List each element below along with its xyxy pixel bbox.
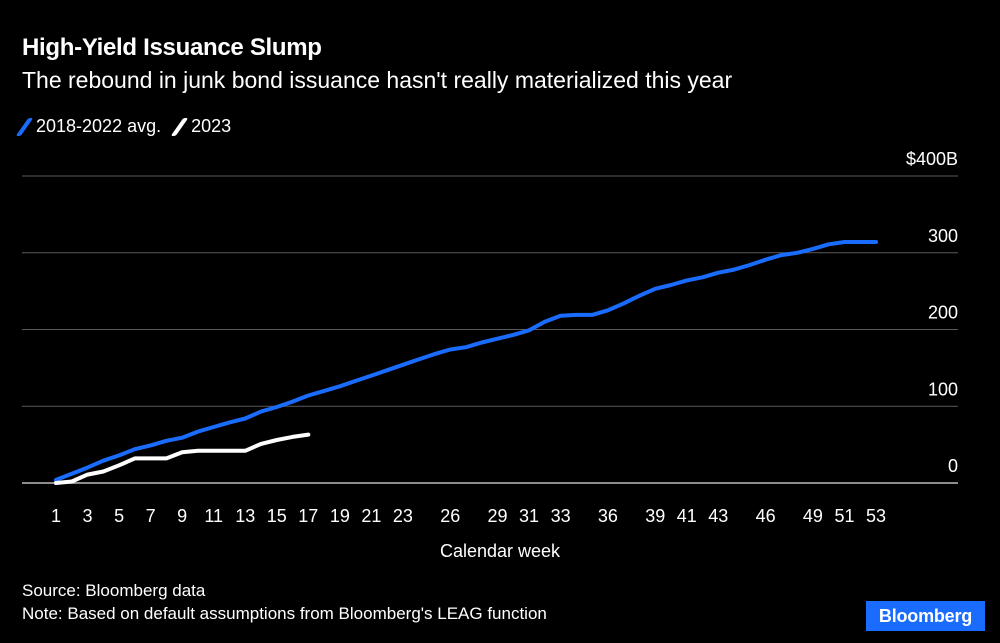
x-tick-label: 46	[756, 506, 776, 526]
legend-label-2023: 2023	[191, 116, 232, 136]
x-tick-label: 31	[519, 506, 539, 526]
x-tick-label: 41	[677, 506, 697, 526]
x-tick-label: 19	[330, 506, 350, 526]
y-tick-label: $400B	[906, 149, 958, 169]
x-tick-label: 29	[488, 506, 508, 526]
y-tick-label: 0	[948, 456, 958, 476]
source-text: Source: Bloomberg data	[22, 581, 206, 600]
x-tick-label: 9	[177, 506, 187, 526]
x-tick-label: 26	[440, 506, 460, 526]
chart-subtitle: The rebound in junk bond issuance hasn't…	[22, 67, 733, 93]
y-tick-label: 100	[928, 379, 958, 399]
y-tick-label: 300	[928, 226, 958, 246]
x-tick-label: 13	[235, 506, 255, 526]
legend-item-2023: 2023	[170, 116, 232, 137]
x-tick-label: 7	[146, 506, 156, 526]
x-tick-label: 51	[834, 506, 854, 526]
legend-item-avg: 2018-2022 avg.	[15, 116, 162, 137]
x-tick-label: 49	[803, 506, 823, 526]
x-tick-label: 21	[361, 506, 381, 526]
x-tick-label: 1	[51, 506, 61, 526]
x-tick-label: 23	[393, 506, 413, 526]
series-line-2023	[54, 432, 311, 485]
legend: 2018-2022 avg. 2023	[15, 116, 247, 137]
x-tick-label: 3	[83, 506, 93, 526]
x-tick-label: 43	[708, 506, 728, 526]
footer-notes: Source: Bloomberg data Note: Based on de…	[22, 579, 547, 625]
x-tick-label: 53	[866, 506, 886, 526]
y-axis-ticks: $400B 300 200 100 0	[906, 149, 958, 476]
series-lines	[54, 240, 878, 485]
x-tick-label: 39	[645, 506, 665, 526]
x-axis-ticks: 1 3 5 7 9 11 13 15 17 19 21 23 26 29 31 33 36 39 41 43 46 49 5…	[51, 506, 886, 526]
chart-title: High-Yield Issuance Slump	[22, 34, 322, 61]
x-tick-label: 33	[551, 506, 571, 526]
x-tick-label: 17	[298, 506, 318, 526]
x-tick-label: 11	[204, 506, 223, 526]
bloomberg-logo: Bloomberg	[866, 601, 985, 631]
note-text: Note: Based on default assumptions from …	[22, 604, 547, 623]
x-tick-label: 36	[598, 506, 618, 526]
series-line-avg	[54, 240, 878, 482]
x-axis-label: Calendar week	[440, 541, 561, 561]
gridlines	[22, 175, 958, 484]
y-tick-label: 200	[928, 303, 958, 323]
x-tick-label: 5	[114, 506, 124, 526]
x-tick-label: 15	[267, 506, 287, 526]
legend-label-avg: 2018-2022 avg.	[36, 116, 162, 136]
